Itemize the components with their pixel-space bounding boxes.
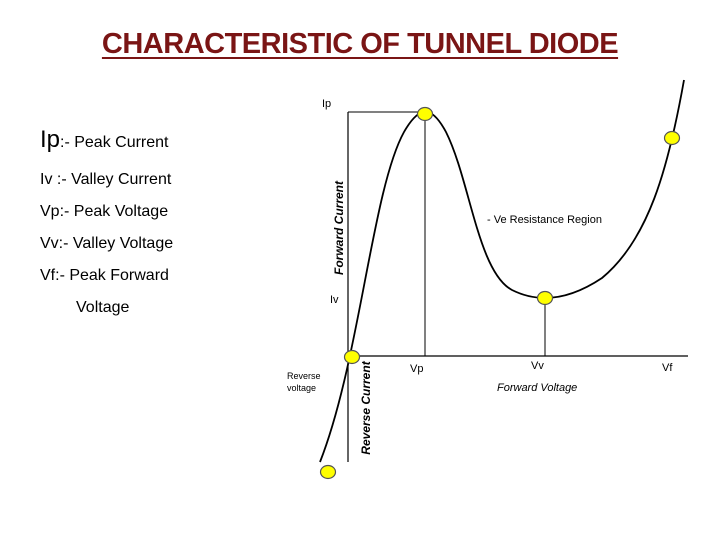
ip-axis-label: Ip [322,98,331,110]
legend-valley-current: Iv :- Valley Current [40,171,172,188]
reverse-voltage-label-line1: Reverse [287,371,321,381]
reverse-point-marker [319,464,337,480]
valley-point-marker [536,290,554,306]
legend-peak-voltage: Vp:- Peak Voltage [40,203,169,220]
vv-axis-label: Vv [531,360,544,372]
legend-peak-current: Ip:- Peak Current [40,126,169,154]
forward-voltage-label: Forward Voltage [497,382,577,394]
curve-markers [319,106,681,480]
reverse-voltage-label-line2: voltage [287,383,316,393]
legend-peak-forward-voltage-cont: Voltage [76,299,130,316]
legend-valley-voltage: Vv:- Valley Voltage [40,235,174,252]
forward-current-label: Forward Current [332,180,346,275]
legend-ip-text: :- Peak Current [60,134,169,151]
vp-axis-label: Vp [410,363,423,375]
vf-axis-label: Vf [662,362,673,374]
iv-axis-label: Iv [330,294,339,306]
iv-characteristic-curve [319,79,685,463]
page-title: CHARACTERISTIC OF TUNNEL DIODE [101,28,619,60]
forward-point-marker [663,130,681,146]
legend-peak-forward-voltage: Vf:- Peak Forward [40,267,169,284]
reverse-current-label: Reverse Current [359,360,373,454]
legend-ip-symbol: Ip [40,126,61,153]
peak-point-marker [416,106,434,122]
negative-resistance-label: - Ve Resistance Region [487,214,602,226]
origin-marker [343,349,361,365]
